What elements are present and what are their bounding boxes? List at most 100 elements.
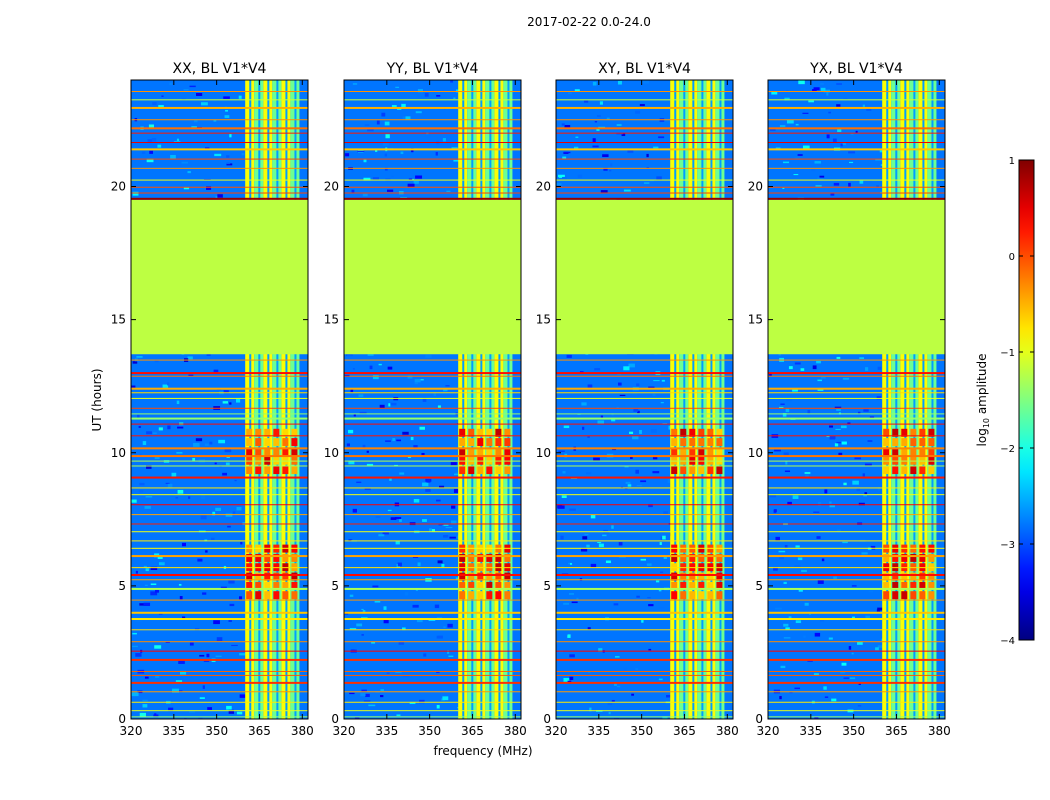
speckle-cell — [239, 653, 246, 656]
bright-rfi-cell — [716, 466, 723, 475]
speckle-cell — [847, 422, 851, 425]
speckle-cell — [816, 360, 821, 364]
speckle-cell — [598, 648, 603, 652]
speckle-cell — [769, 494, 777, 498]
speckle-cell — [835, 428, 841, 430]
speckle-cell — [795, 123, 799, 126]
speckle-cell — [383, 606, 387, 610]
time-line — [131, 573, 308, 576]
speckle-cell — [238, 596, 243, 600]
bright-rfi-cell — [264, 438, 271, 447]
bright-rfi-cell — [883, 428, 890, 437]
x-axis-label: frequency (MHz) — [433, 744, 532, 758]
speckle-cell — [784, 470, 791, 472]
time-line — [556, 407, 733, 409]
bright-rfi-cell — [716, 553, 723, 562]
speckle-cell — [828, 111, 831, 114]
speckle-cell — [583, 100, 589, 103]
time-line — [344, 523, 521, 525]
time-line — [344, 142, 521, 144]
time-line — [556, 392, 733, 394]
speckle-cell — [600, 190, 608, 193]
bright-rfi-cell — [928, 466, 935, 475]
speckle-cell — [222, 472, 228, 476]
time-line — [768, 540, 945, 542]
speckle-cell — [392, 438, 396, 441]
bright-rfi-cell — [504, 553, 511, 562]
panel-yy: YY, BL V1*V4 320 335 350 365 380 0 5 10 15 20 — [324, 61, 527, 738]
speckle-cell — [167, 483, 173, 488]
speckle-cell — [135, 653, 142, 657]
bright-rfi-cell — [504, 447, 511, 456]
speckle-cell — [795, 620, 801, 624]
speckle-cell — [623, 189, 631, 192]
colorbar-tick-label: 0 — [1009, 252, 1015, 263]
time-line — [768, 375, 945, 377]
time-line — [131, 186, 308, 188]
time-line — [556, 629, 733, 631]
speckle-cell — [592, 81, 597, 86]
bright-rfi-cell — [892, 438, 899, 447]
speckle-cell — [411, 178, 414, 180]
time-line — [131, 650, 308, 652]
time-line — [768, 547, 945, 549]
y-tick-label: 10 — [111, 446, 126, 460]
speckle-cell — [864, 492, 868, 495]
speckle-cell — [594, 121, 598, 123]
speckle-cell — [658, 607, 665, 609]
speckle-cell — [562, 176, 567, 180]
speckle-cell — [142, 699, 148, 702]
bright-rfi-cell — [671, 591, 678, 600]
bright-rfi-cell — [671, 447, 678, 456]
speckle-cell — [836, 409, 841, 411]
speckle-cell — [446, 190, 451, 192]
bright-rfi-cell — [495, 428, 502, 437]
time-line — [556, 413, 733, 415]
colorbar-tick-label: 1 — [1009, 156, 1015, 167]
bright-rfi-cell — [246, 466, 253, 475]
time-line — [131, 127, 308, 130]
time-line — [768, 701, 945, 703]
speckle-cell — [640, 558, 646, 561]
time-line — [768, 641, 945, 643]
bright-rfi-cell — [291, 591, 298, 600]
bright-rfi-cell — [707, 591, 714, 600]
time-line — [556, 465, 733, 467]
speckle-cell — [449, 536, 456, 539]
speckle-cell — [647, 597, 651, 599]
colorbar-tick-label: −1 — [1000, 348, 1015, 359]
time-line — [556, 487, 733, 489]
speckle-cell — [817, 177, 824, 181]
x-tick-label: 320 — [545, 724, 568, 738]
speckle-cell — [829, 505, 835, 508]
time-line — [131, 670, 308, 672]
speckle-cell — [358, 394, 364, 397]
speckle-cell — [150, 566, 158, 571]
speckle-cell — [783, 637, 791, 639]
speckle-cell — [769, 372, 772, 377]
time-line — [768, 710, 945, 712]
time-line — [131, 579, 308, 581]
speckle-cell — [612, 448, 617, 451]
time-line — [131, 375, 308, 377]
bright-rfi-cell — [901, 438, 908, 447]
time-line — [131, 681, 308, 684]
speckle-cell — [877, 366, 882, 370]
time-line — [768, 611, 945, 614]
bright-rfi-cell — [246, 581, 253, 590]
speckle-cell — [843, 677, 850, 679]
speckle-cell — [424, 92, 429, 97]
bright-rfi-cell — [883, 581, 890, 590]
speckle-cell — [238, 95, 242, 99]
rfi-spike — [480, 80, 483, 719]
time-line — [131, 372, 308, 375]
speckle-cell — [236, 711, 243, 715]
speckle-cell — [815, 185, 822, 187]
speckle-cell — [455, 89, 459, 93]
time-line — [768, 127, 945, 130]
bright-rfi-cell — [910, 466, 917, 475]
speckle-cell — [836, 441, 842, 444]
speckle-cell — [627, 484, 632, 487]
speckle-cell — [400, 151, 404, 155]
speckle-cell — [636, 485, 642, 487]
